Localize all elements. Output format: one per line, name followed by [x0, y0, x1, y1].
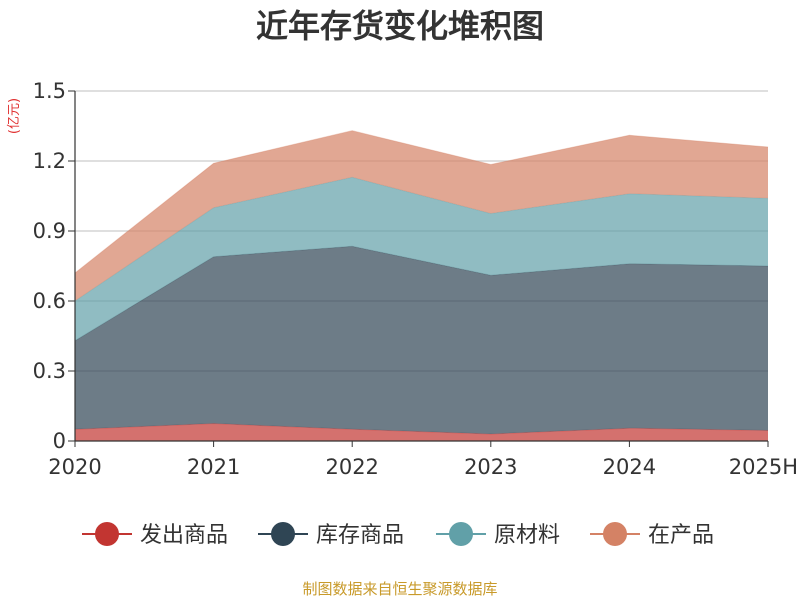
legend-marker	[95, 522, 119, 546]
area-1	[75, 423, 768, 441]
y-tick-label: 0	[53, 429, 66, 453]
area-series	[74, 130, 769, 441]
y-tick-label: 1.2	[33, 149, 66, 173]
x-tick-label: 2020	[48, 455, 101, 479]
area-line-4	[74, 130, 769, 274]
legend-item: 库存商品	[258, 522, 404, 548]
area-4	[75, 130, 768, 301]
area-3	[75, 177, 768, 341]
y-axis-ticks: 0 0.3 0.6 0.9 1.2 1.5	[33, 79, 66, 453]
y-axis-unit: (亿元)	[7, 98, 22, 134]
legend-label: 原材料	[494, 523, 560, 548]
legend-marker	[271, 522, 295, 546]
legend-item: 发出商品	[82, 522, 228, 548]
x-tick-label: 2023	[464, 455, 517, 479]
chart-title: 近年存货变化堆积图	[256, 7, 544, 45]
legend-marker	[449, 522, 473, 546]
legend: 发出商品 库存商品 原材料 在产品	[82, 522, 714, 548]
y-tick-label: 0.3	[33, 359, 66, 383]
legend-label: 发出商品	[140, 523, 228, 548]
axes	[68, 90, 769, 447]
legend-item: 在产品	[590, 522, 714, 548]
legend-label: 在产品	[648, 523, 714, 548]
legend-marker	[603, 522, 627, 546]
x-axis-ticks: 2020 2021 2022 2023 2024 2025H	[48, 455, 798, 479]
data-source: 制图数据来自恒生聚源数据库	[302, 580, 497, 598]
x-tick-label: 2022	[325, 455, 378, 479]
y-tick-label: 0.9	[33, 219, 66, 243]
x-tick-label: 2021	[187, 455, 240, 479]
y-tick-label: 1.5	[33, 79, 66, 103]
area-2	[75, 246, 768, 434]
x-tick-label: 2025H	[729, 455, 798, 479]
y-tick-label: 0.6	[33, 289, 66, 313]
legend-label: 库存商品	[316, 523, 404, 548]
x-tick-label: 2024	[603, 455, 656, 479]
legend-item: 原材料	[436, 522, 560, 548]
